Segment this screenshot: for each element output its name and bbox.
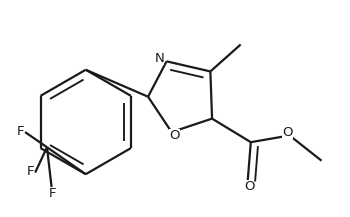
Text: O: O [169, 129, 180, 142]
Text: N: N [154, 52, 164, 65]
Text: F: F [16, 125, 24, 138]
Text: O: O [282, 126, 293, 139]
Text: F: F [26, 165, 34, 178]
Text: O: O [244, 181, 254, 194]
Text: F: F [48, 187, 56, 200]
